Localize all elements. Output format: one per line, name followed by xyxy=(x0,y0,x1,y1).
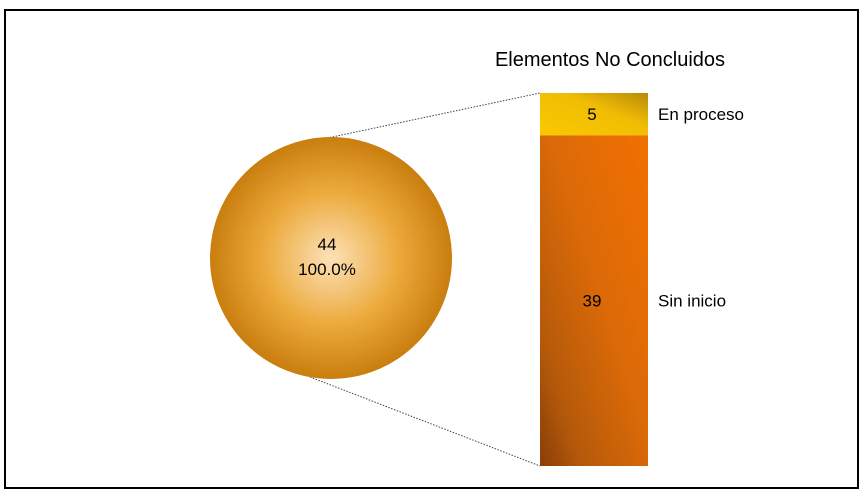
bar-value-label-en-proceso: 5 xyxy=(587,105,596,124)
pie-value-label: 44 xyxy=(318,235,337,254)
pie-slice xyxy=(210,137,452,379)
chart-title: Elementos No Concluidos xyxy=(495,49,725,71)
bar-value-label-sin-inicio: 39 xyxy=(583,292,602,311)
connector-line-top xyxy=(317,92,541,141)
connector-line-bottom xyxy=(309,376,541,467)
stacked-bar: 5 En proceso 39 Sin inicio xyxy=(540,93,744,467)
pie-percent-label: 100.0% xyxy=(298,260,356,279)
bar-category-label-sin-inicio: Sin inicio xyxy=(658,292,726,311)
bar-category-label-en-proceso: En proceso xyxy=(658,105,744,124)
bar-segment-sin-inicio xyxy=(540,135,648,467)
bar-segment-en-proceso xyxy=(540,93,648,136)
